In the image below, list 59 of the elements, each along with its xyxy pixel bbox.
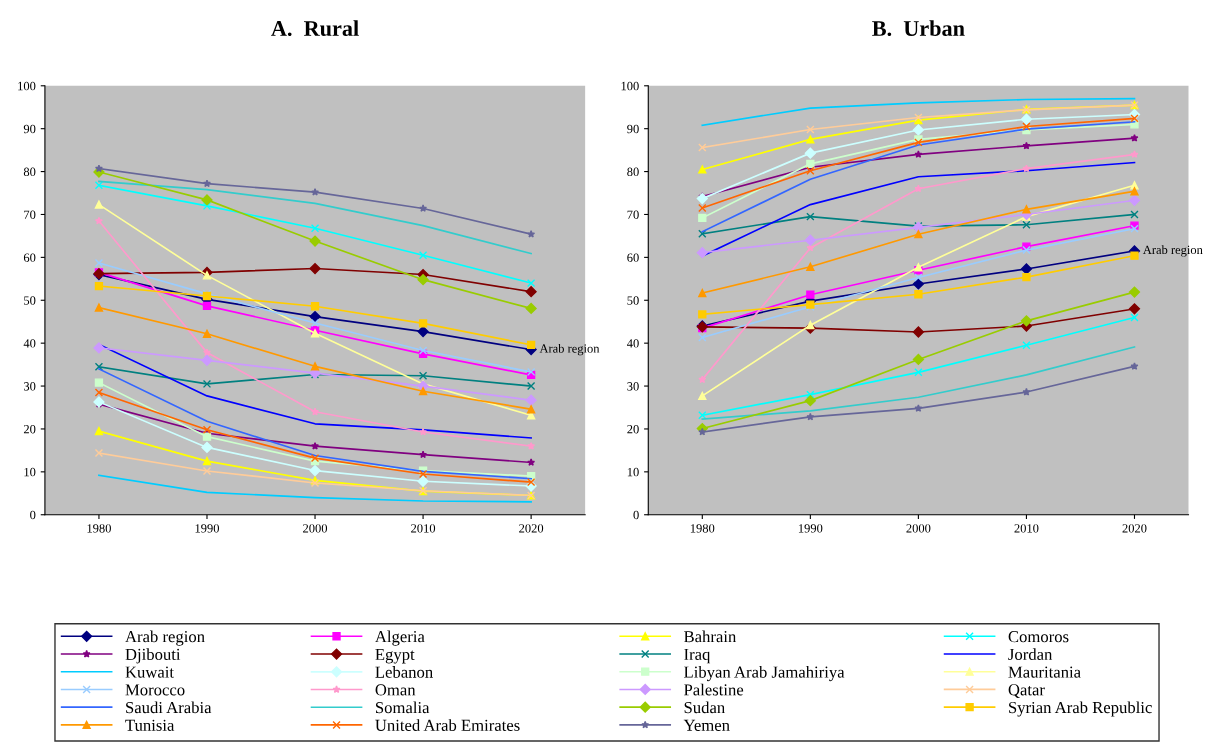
y-tick-label: 0 [633,510,639,520]
legend-label: Iraq [684,648,711,664]
y-tick-label: 100 [18,81,36,91]
legend-label: Comoros [1008,631,1069,643]
x-tick-label: 1980 [690,524,715,533]
y-tick-label: 40 [23,339,36,348]
legend-label: Egypt [375,648,415,664]
x-tick-label: 2000 [906,524,931,533]
y-tick-label: 20 [23,424,36,434]
legend-label: Libyan Arab Jamahiriya [684,665,845,682]
legend-label: Saudi Arabia [126,701,212,714]
legend-label: Arab region [125,630,205,646]
y-tick-label: 10 [627,467,639,477]
y-tick-label: 90 [23,124,36,134]
x-tick-label: 2020 [1122,524,1147,533]
y-tick-label: 30 [627,382,639,391]
chart-title: A. Rural [271,20,359,37]
y-tick-label: 20 [627,424,639,434]
y-tick-label: 80 [23,167,36,177]
legend-label: United Arab Emirates [375,719,520,731]
x-tick-label: 2010 [1014,524,1039,533]
legend-label: Syrian Arab Republic [1009,701,1152,717]
legend-label: Sudan [684,701,725,714]
legend-label: Tunisia [125,719,175,731]
x-tick-label: 1990 [798,524,823,533]
legend-label: Oman [375,684,416,696]
legend-label: Yemen [683,719,730,731]
y-tick-label: 100 [621,81,639,91]
chart-title: B. Urban [872,20,965,37]
legend-label: Morocco [125,684,185,696]
y-tick-label: 50 [627,296,639,305]
y-tick-label: 10 [24,467,36,477]
x-tick-label: 1990 [195,524,220,533]
x-tick-label: 1980 [87,524,111,533]
y-tick-label: 80 [627,167,639,177]
legend-label: Jordan [1008,648,1053,660]
y-tick-label: 0 [30,510,36,520]
legend-label: Kuwait [125,666,174,678]
y-tick-label: 90 [627,124,639,134]
annotation: Arab region [539,343,600,356]
y-tick-label: 50 [24,296,36,305]
y-tick-label: 70 [627,210,639,219]
x-tick-label: 2000 [303,524,328,533]
y-tick-label: 60 [23,253,36,262]
x-tick-label: 2020 [519,524,544,533]
legend-label: Qatar [1008,684,1045,698]
y-tick-label: 30 [23,382,36,391]
y-tick-label: 40 [626,339,639,348]
legend-label: Bahrain [684,630,737,643]
annotation: Arab region [1142,245,1203,257]
legend-label: Lebanon [375,666,433,678]
legend-label: Mauritania [1008,666,1081,678]
x-tick-label: 2010 [411,524,436,533]
legend-label: Algeria [375,630,425,646]
legend-label: Djibouti [125,648,181,664]
y-tick-label: 60 [627,253,639,262]
legend-label: Palestine [684,683,744,696]
legend-label: Somalia [375,701,430,714]
y-tick-label: 70 [24,210,36,219]
